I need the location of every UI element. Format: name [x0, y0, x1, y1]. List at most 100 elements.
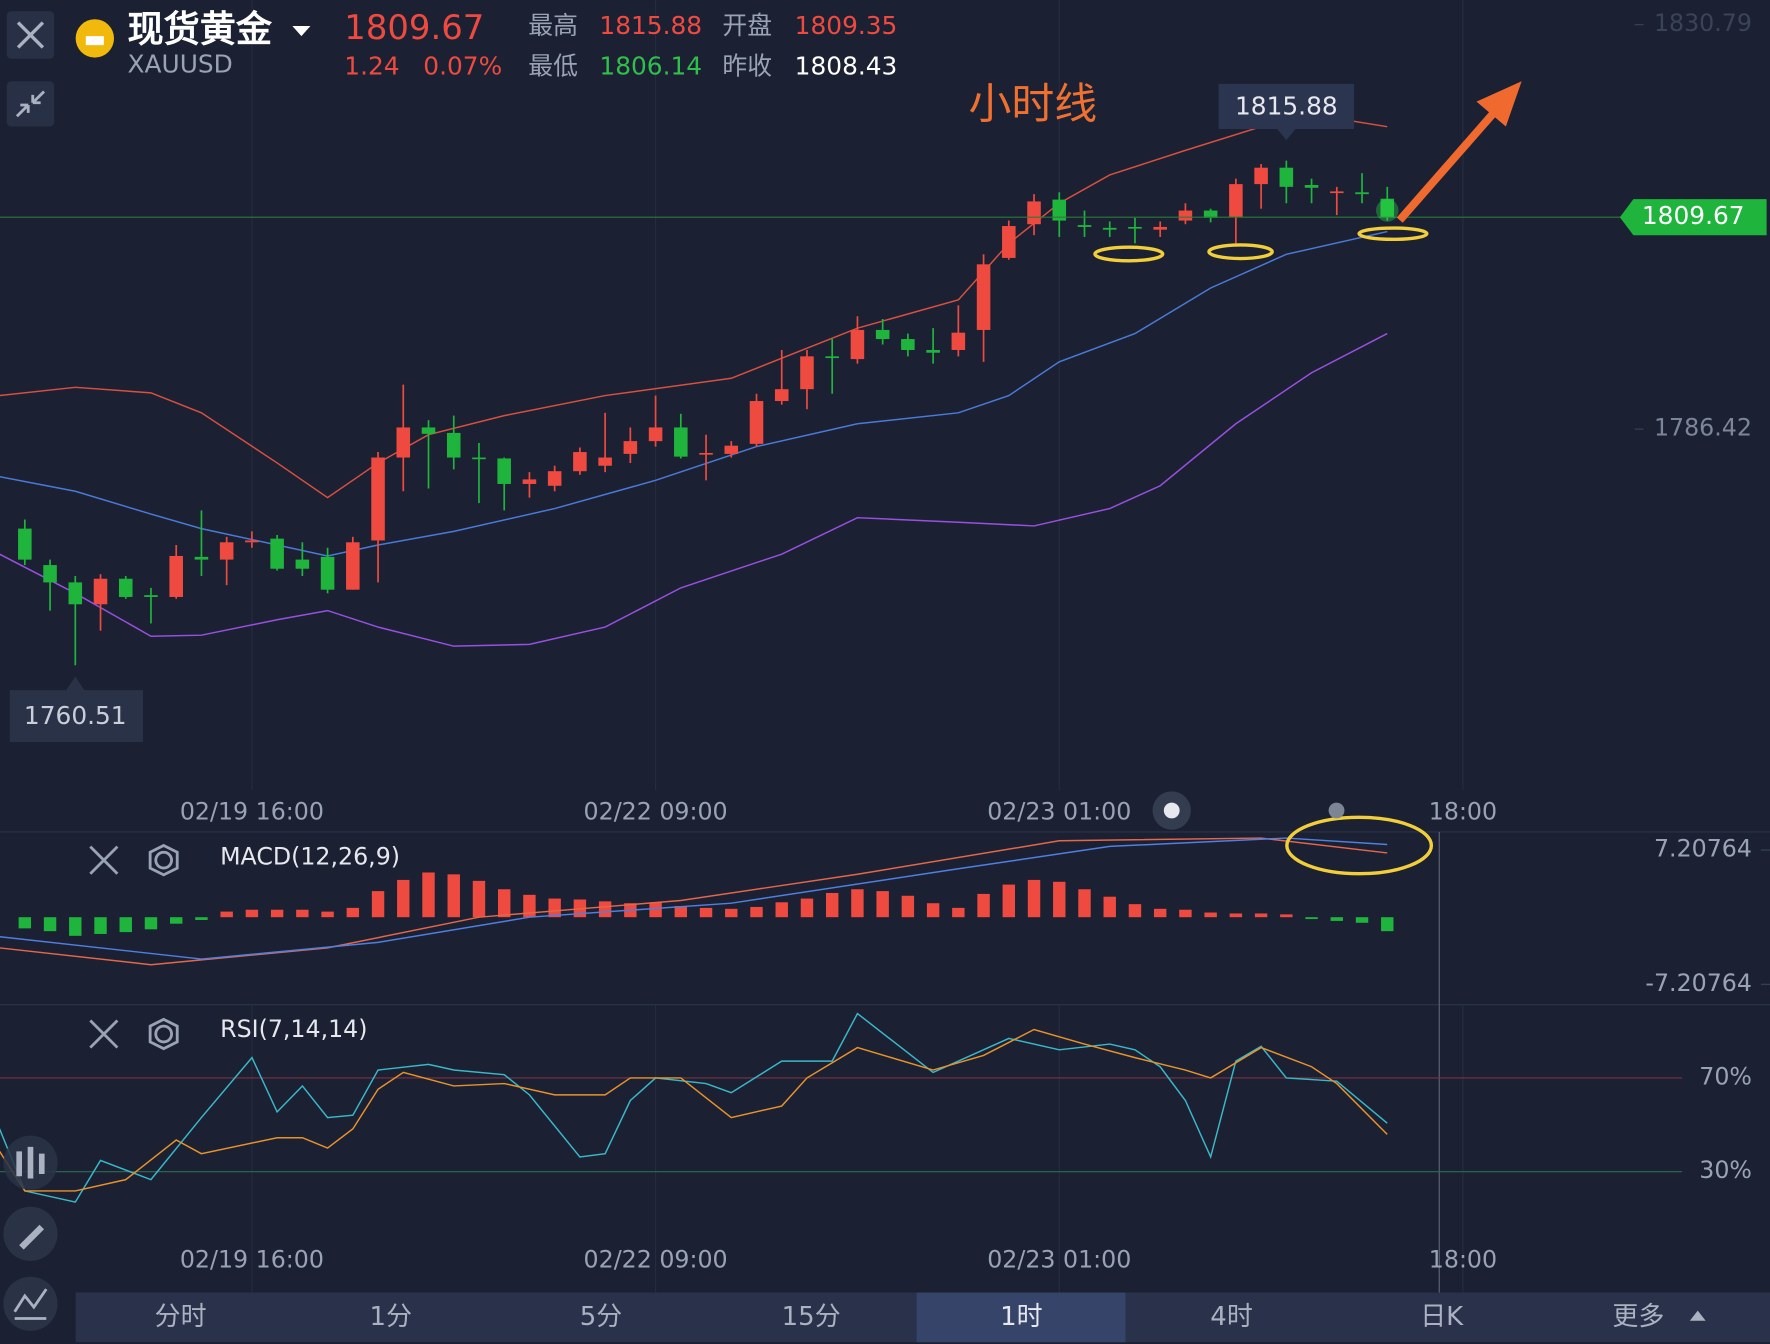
macd-bar — [422, 872, 435, 918]
indicator-line — [0, 837, 1388, 960]
candle-body — [118, 578, 133, 597]
macd-bar — [977, 893, 990, 918]
tabs: 分时 1分 5分 15分 1时 4时 日K 更多 — [155, 1302, 1665, 1332]
tab[interactable]: 日K — [1420, 1302, 1464, 1332]
macd-bar — [699, 907, 713, 918]
macd-bar — [1381, 917, 1394, 932]
candle-body — [1304, 185, 1319, 188]
high-value: 1815.88 — [599, 11, 702, 40]
macd-bar — [18, 917, 32, 929]
macd-bar — [901, 895, 915, 918]
tab[interactable]: 分时 — [155, 1302, 207, 1332]
candle-body — [144, 595, 158, 597]
highlight-ellipse — [1285, 815, 1434, 876]
y-tick-label: -7.20764 — [1645, 969, 1752, 997]
indicator-icon — [13, 1288, 48, 1320]
macd-bar — [1128, 904, 1142, 918]
layout — [0, 831, 1770, 1293]
scrubber-dot[interactable] — [1328, 802, 1345, 819]
dropdown-arrow[interactable] — [292, 25, 311, 37]
candle-body — [371, 457, 385, 541]
macd-bar — [1204, 912, 1217, 918]
macd-bar — [1330, 917, 1344, 921]
candle-body — [1178, 210, 1193, 221]
macd-bar — [69, 917, 82, 936]
macd-bar — [321, 911, 334, 918]
candle-body — [245, 540, 259, 543]
highlight-ellipse — [1207, 243, 1274, 261]
candle-body — [699, 452, 713, 455]
macd-bar — [94, 917, 107, 934]
macd-bar — [119, 917, 132, 933]
x-tick-label: 18:00 — [1429, 1245, 1497, 1273]
tab[interactable]: 15分 — [782, 1302, 841, 1332]
tab[interactable]: 更多 — [1612, 1302, 1664, 1332]
candle-body — [901, 339, 915, 350]
macd-bar — [1254, 913, 1268, 918]
settings-macd-outline — [148, 843, 179, 877]
macd-bar — [245, 909, 259, 918]
candle-body — [926, 349, 940, 353]
close-macd[interactable] — [89, 845, 119, 875]
macd-bar — [1002, 884, 1016, 918]
last-price: 1809.67 — [344, 8, 484, 47]
tab[interactable]: 1时 — [1000, 1302, 1042, 1332]
macd-bar — [346, 907, 360, 918]
open-value: 1809.35 — [795, 11, 898, 40]
macd-bar — [750, 906, 763, 918]
last-price-glow — [1375, 199, 1399, 222]
macd-bar — [952, 907, 965, 918]
macd-bar — [169, 917, 183, 924]
tab[interactable]: 4时 — [1210, 1302, 1252, 1332]
candle-body — [497, 458, 511, 484]
candle-body — [774, 389, 789, 402]
candle-body — [598, 457, 612, 466]
tab[interactable]: 5分 — [580, 1302, 622, 1332]
macd-bar — [195, 917, 208, 920]
candle-body — [1002, 226, 1016, 258]
settings-rsi[interactable] — [154, 1024, 173, 1044]
macd-bar — [1153, 908, 1167, 918]
settings-macd[interactable] — [154, 850, 173, 870]
macd-bar — [825, 892, 839, 918]
close-rsi[interactable] — [89, 1019, 119, 1049]
macd-bar — [1355, 917, 1369, 923]
scrubber-dot — [1163, 802, 1180, 819]
max-label: 1815.88 — [1235, 92, 1338, 121]
candle-body — [1027, 201, 1041, 225]
macd-bar — [876, 891, 889, 918]
candle-body — [648, 427, 663, 442]
candle-body — [1254, 167, 1268, 185]
macd-bar — [1179, 909, 1192, 918]
max-label-box — [1218, 83, 1355, 141]
macd-bar — [447, 874, 460, 918]
candle-body — [1279, 167, 1294, 187]
macd-bar — [1103, 896, 1116, 918]
prev-close-value: 1808.43 — [795, 52, 898, 81]
macd-bar — [725, 908, 738, 918]
candle-body — [1077, 225, 1092, 227]
instrument-name[interactable]: 现货黄金 — [128, 8, 273, 51]
arrow-head — [1476, 81, 1522, 127]
candle-body — [446, 432, 461, 458]
macd-bar — [1078, 889, 1091, 918]
candle-body — [421, 427, 436, 434]
x-tick-label: 02/22 09:00 — [584, 797, 728, 825]
tab[interactable]: 1分 — [370, 1302, 412, 1332]
indicator-title: RSI(7,14,14) — [220, 1015, 367, 1043]
change: 1.24 — [344, 52, 399, 81]
macd-bar — [800, 898, 814, 918]
y-tick-label: 1830.79 — [1654, 9, 1752, 37]
last-price-tag — [1619, 199, 1767, 236]
macd-bar — [598, 901, 612, 918]
draw-button[interactable] — [3, 1206, 58, 1261]
open-label: 开盘 — [722, 11, 772, 40]
macd-bar — [1280, 914, 1293, 918]
candle-body — [875, 329, 890, 340]
annotation: 小时线 — [969, 80, 1098, 130]
x-tick-label: 02/23 01:00 — [987, 1245, 1131, 1273]
shrink-button[interactable] — [6, 81, 55, 127]
candle-body — [749, 401, 764, 444]
candle-body — [270, 538, 284, 569]
